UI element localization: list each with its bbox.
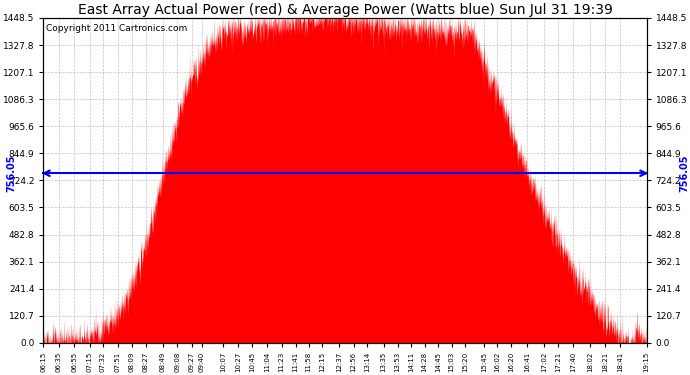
Title: East Array Actual Power (red) & Average Power (Watts blue) Sun Jul 31 19:39: East Array Actual Power (red) & Average … — [77, 3, 613, 17]
Text: 756.05: 756.05 — [680, 154, 690, 192]
Text: 756.05: 756.05 — [6, 154, 17, 192]
Text: Copyright 2011 Cartronics.com: Copyright 2011 Cartronics.com — [46, 24, 188, 33]
